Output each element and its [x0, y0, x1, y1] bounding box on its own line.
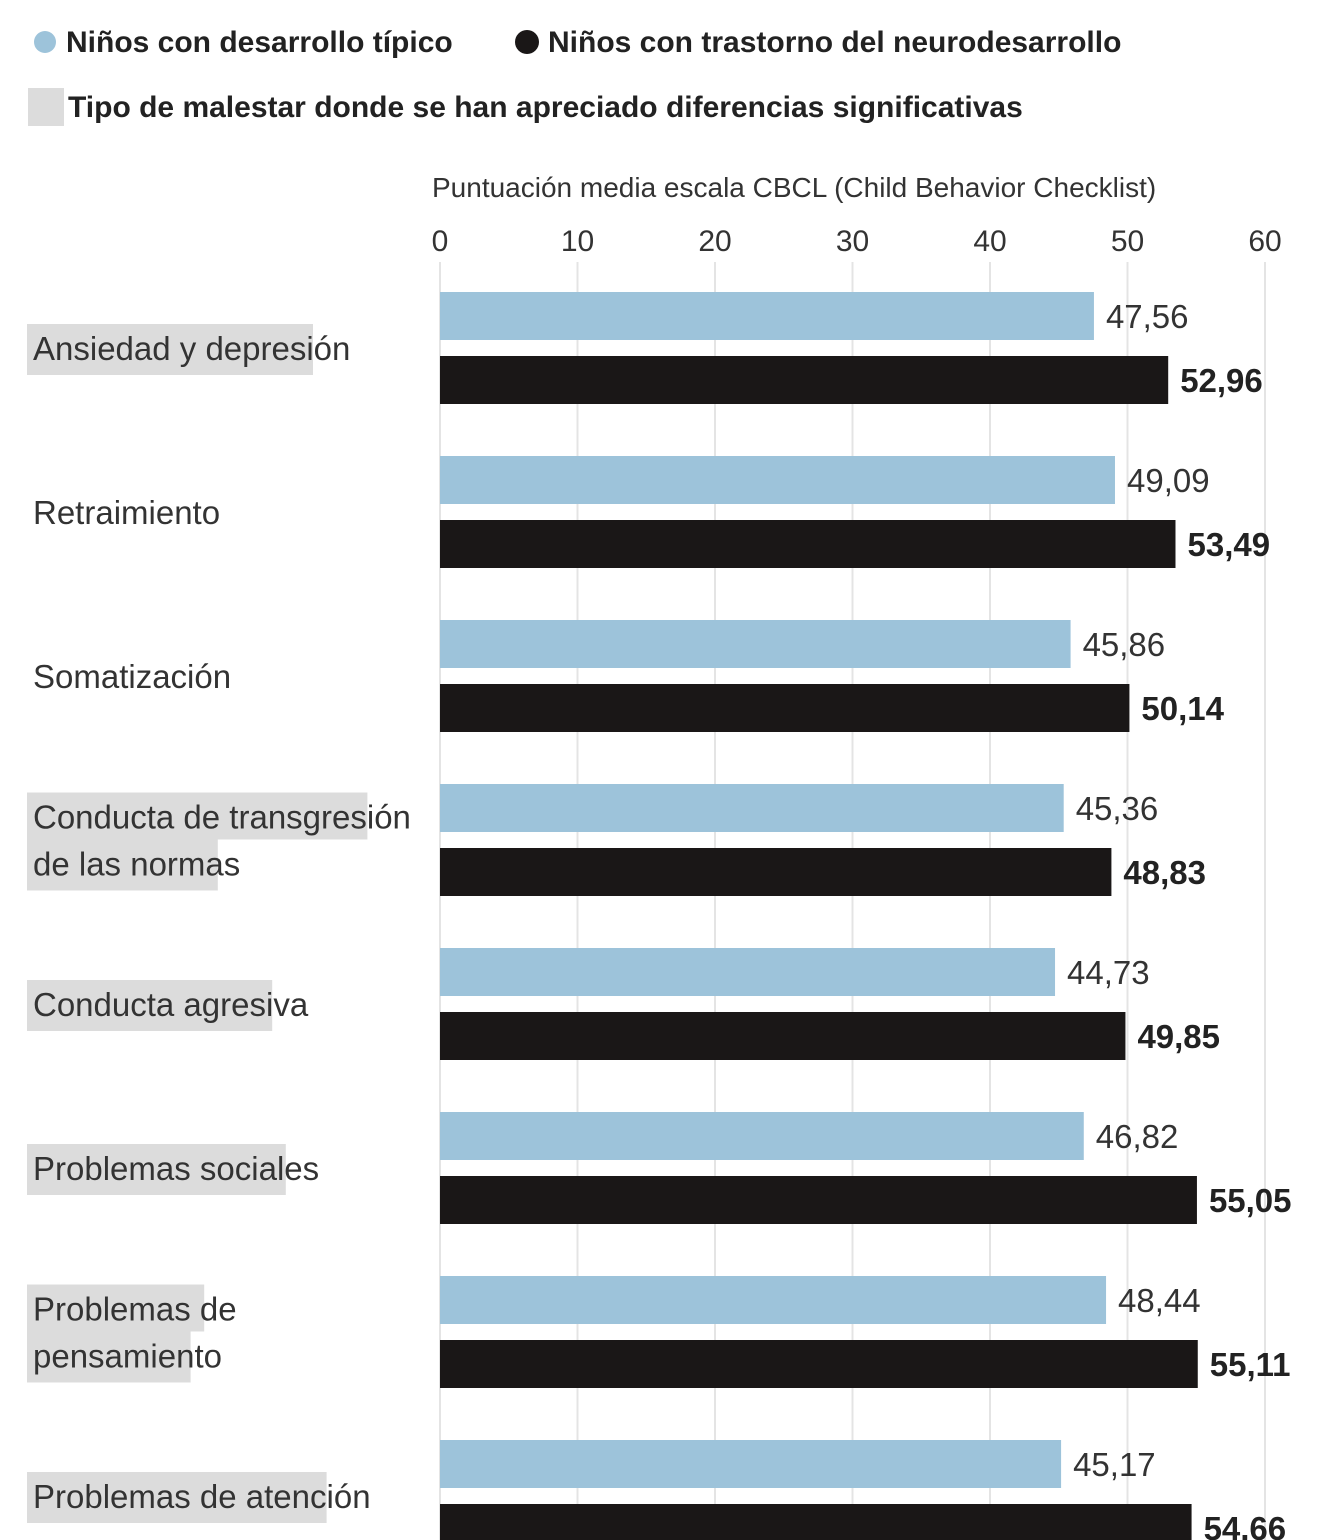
bar-typical [440, 1112, 1084, 1160]
category-label: Somatización [33, 658, 231, 695]
value-label-disorder: 49,85 [1137, 1018, 1220, 1055]
x-tick-label: 60 [1248, 225, 1281, 258]
category-label: pensamiento [33, 1338, 222, 1375]
category-label: Ansiedad y depresión [33, 330, 350, 367]
bar-disorder [440, 1012, 1126, 1060]
significant-highlight [27, 839, 218, 891]
x-tick-label: 10 [561, 225, 594, 258]
legend: Niños con desarrollo típico Niños con tr… [28, 26, 1121, 126]
x-tick-label: 50 [1111, 225, 1144, 258]
x-tick-label: 0 [432, 225, 449, 258]
bar-disorder [440, 520, 1176, 568]
bar-disorder [440, 684, 1130, 732]
significant-highlight [27, 980, 273, 1031]
value-label-disorder: 55,11 [1210, 1346, 1291, 1383]
significant-highlight [27, 1144, 286, 1195]
significant-highlight [27, 792, 368, 840]
category-label: de las normas [33, 846, 240, 883]
value-label-disorder: 55,05 [1209, 1182, 1292, 1219]
bar-disorder [440, 356, 1169, 404]
value-label-typical: 45,17 [1073, 1446, 1156, 1483]
x-tick-label: 30 [836, 225, 869, 258]
category-label: Problemas de atención [33, 1478, 371, 1515]
bar-typical [440, 456, 1115, 504]
legend-disorder-label: Niños con trastorno del neurodesarrollo [548, 26, 1121, 59]
bars [440, 292, 1198, 1540]
category-highlights [27, 324, 368, 1523]
value-labels: 47,56 52,96 49,09 53,49 45,86 50,14 45,36 48,83… [1067, 298, 1291, 1540]
significant-highlight [27, 1284, 205, 1332]
category-label: Retraimiento [33, 494, 220, 531]
significant-highlight [27, 1331, 191, 1383]
legend-disorder-swatch [515, 30, 539, 54]
value-label-typical: 44,73 [1067, 954, 1150, 991]
value-label-typical: 45,36 [1076, 790, 1159, 827]
x-tick-label: 40 [973, 225, 1006, 258]
category-label: Problemas sociales [33, 1150, 319, 1187]
value-label-typical: 47,56 [1106, 298, 1189, 335]
x-tick-label: 20 [698, 225, 731, 258]
significant-highlight [27, 1472, 327, 1523]
legend-highlight-label: Tipo de malestar donde se han apreciado … [68, 91, 1023, 124]
bar-typical [440, 1440, 1062, 1488]
category-label: Conducta de transgresión [33, 799, 411, 836]
category-labels: Ansiedad y depresión Retraimiento Somatiza… [33, 330, 411, 1515]
bar-disorder [440, 848, 1112, 896]
value-label-disorder: 53,49 [1187, 526, 1270, 563]
legend-typical-label: Niños con desarrollo típico [66, 26, 453, 59]
value-label-disorder: 48,83 [1123, 854, 1206, 891]
bar-typical [440, 1276, 1107, 1324]
bar-typical [440, 784, 1064, 832]
value-label-typical: 45,86 [1083, 626, 1166, 663]
category-label: Problemas de [33, 1291, 237, 1328]
legend-typical-swatch [34, 31, 56, 53]
x-axis-title: Puntuación media escala CBCL (Child Beha… [432, 172, 1156, 203]
value-label-disorder: 52,96 [1180, 362, 1263, 399]
significant-highlight [27, 324, 313, 375]
bar-disorder [440, 1504, 1192, 1540]
bar-disorder [440, 1340, 1198, 1388]
value-label-typical: 49,09 [1127, 462, 1210, 499]
x-axis-ticks: 0 10 20 30 40 50 60 [432, 225, 1282, 258]
value-label-typical: 48,44 [1118, 1282, 1201, 1319]
value-label-disorder: 54,66 [1204, 1510, 1287, 1540]
legend-highlight-swatch [28, 88, 64, 126]
category-label: Conducta agresiva [33, 986, 309, 1023]
bar-typical [440, 948, 1056, 996]
bar-disorder [440, 1176, 1197, 1224]
bar-typical [440, 292, 1094, 340]
bar-typical [440, 620, 1071, 668]
value-label-disorder: 50,14 [1141, 690, 1224, 727]
value-label-typical: 46,82 [1096, 1118, 1179, 1155]
